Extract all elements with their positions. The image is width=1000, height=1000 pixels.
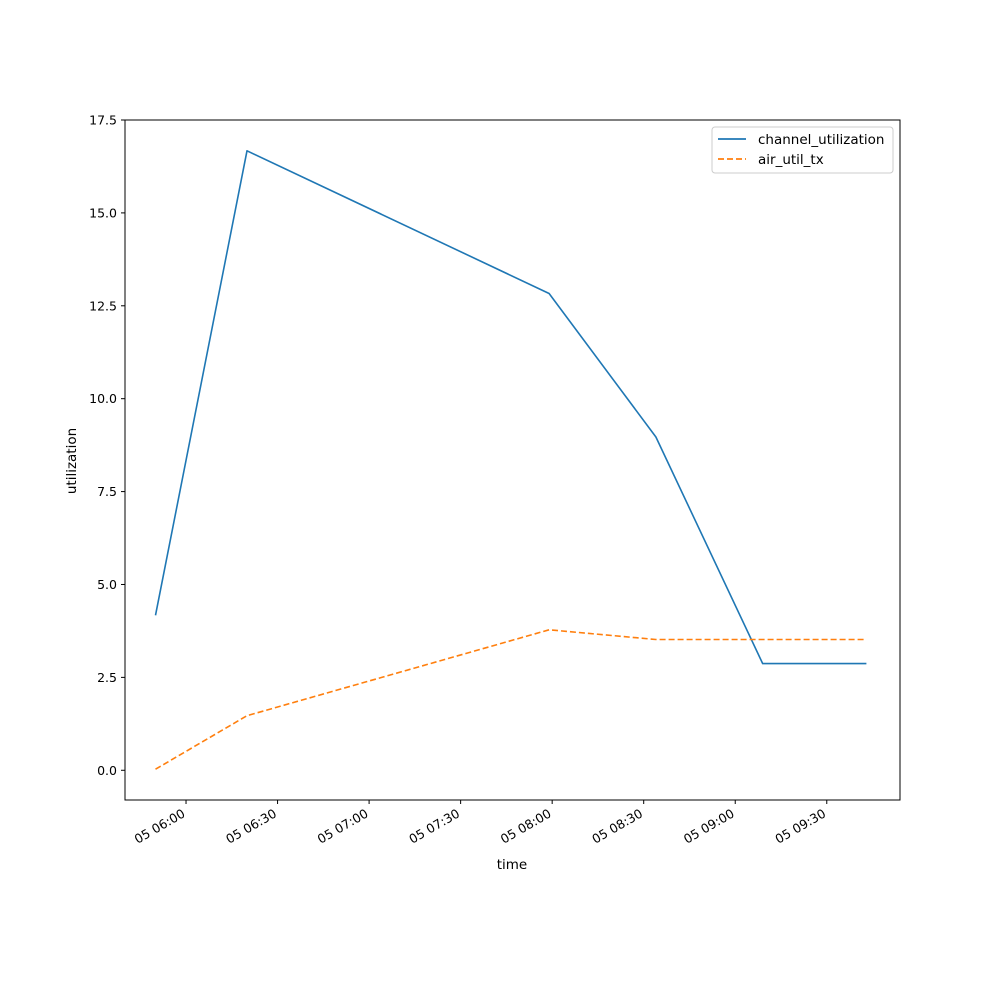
y-tick-label: 7.5 [97, 484, 117, 499]
legend: channel_utilization air_util_tx [711, 126, 894, 174]
y-tick-label: 15.0 [89, 205, 117, 220]
plot-frame [124, 119, 901, 801]
y-tick-label: 0.0 [97, 763, 117, 778]
legend-label-air-util-tx: air_util_tx [758, 152, 824, 168]
series-line-air-util-tx [155, 628, 867, 770]
series-line-channel-utilization [154, 150, 867, 665]
y-tick-label: 10.0 [89, 391, 117, 406]
y-tick-label: 2.5 [97, 670, 117, 685]
y-axis: 0.0 2.5 5.0 7.5 10.0 12.5 15.0 17.5 [89, 113, 125, 778]
legend-label-channel-utilization: channel_utilization [758, 132, 885, 148]
legend-box [711, 126, 894, 174]
series-layer [154, 150, 867, 770]
x-axis-label: time [497, 857, 528, 873]
y-axis-label: utilization [64, 428, 80, 494]
y-tick-label: 12.5 [89, 298, 117, 313]
y-tick-label: 5.0 [97, 577, 117, 592]
y-tick-label: 17.5 [89, 113, 117, 128]
